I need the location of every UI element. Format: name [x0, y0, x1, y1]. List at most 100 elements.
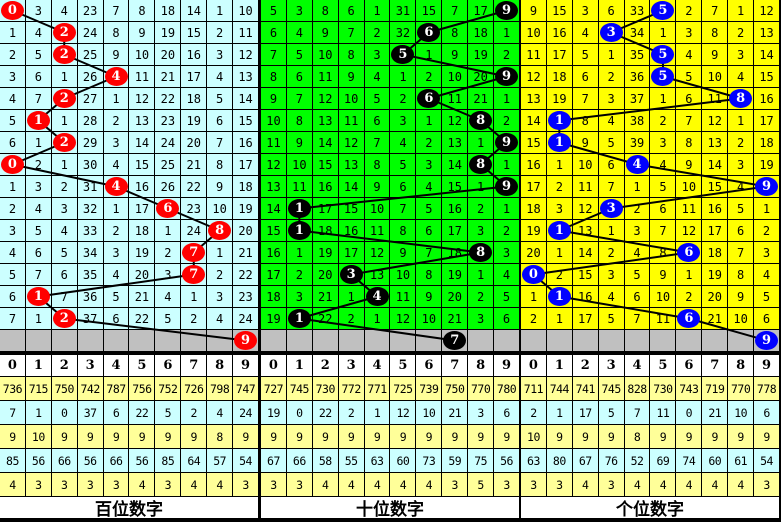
forecast-cell	[25, 330, 51, 351]
miss-cell: 14	[702, 154, 728, 175]
miss-cell: 3	[546, 198, 572, 219]
miss-cell: 15	[702, 176, 728, 197]
miss-cell: 22	[312, 308, 338, 329]
stat-cell: 3	[546, 473, 572, 496]
miss-cell: 6	[390, 176, 416, 197]
stat-cell: 6	[754, 401, 779, 424]
miss-cell: 1	[25, 132, 51, 153]
miss-cell: 14	[261, 198, 286, 219]
miss-cell: 2	[390, 88, 416, 109]
miss-cell: 4	[0, 88, 25, 109]
miss-grid: 9 15 3 6 33 2 7 1 12 10 16 4 34 1 3 8 2 13 11 17 5 1 35 4 9 3 14 12…	[521, 0, 779, 351]
miss-cell: 4	[676, 44, 702, 65]
miss-cell: 8	[312, 0, 338, 21]
miss-cell: 9	[286, 132, 312, 153]
stat-cell: 69	[650, 449, 676, 472]
miss-cell: 7	[650, 220, 676, 241]
miss-cell: 7	[728, 242, 754, 263]
miss-cell: 7	[442, 0, 468, 21]
stat-cell: 9	[650, 425, 676, 448]
miss-cell: 2	[416, 66, 442, 87]
stat-cell: 21	[442, 401, 468, 424]
miss-cell: 4	[598, 110, 624, 131]
hit-cell	[416, 22, 442, 43]
miss-cell: 3	[676, 22, 702, 43]
miss-grid: 3 4 23 7 8 18 14 1 10 1 4 24 8 9 19 15 2 11 2 5 25 9 10 20 16 3 12…	[0, 0, 258, 351]
stat-cell: 66	[103, 449, 129, 472]
hit-cell	[728, 88, 754, 109]
digit-header: 0	[0, 355, 25, 376]
forecast-cell	[129, 330, 155, 351]
stat-cell: 9	[754, 425, 779, 448]
hit-cell	[650, 44, 676, 65]
miss-cell: 11	[390, 286, 416, 307]
miss-cell: 5	[25, 44, 51, 65]
hit-cell	[390, 44, 416, 65]
forecast-cell	[494, 330, 519, 351]
miss-cell: 5	[364, 88, 390, 109]
miss-cell: 3	[728, 154, 754, 175]
forecast-cell	[702, 330, 728, 351]
digit-header: 7	[442, 355, 468, 376]
miss-cell: 5	[754, 286, 779, 307]
miss-cell: 14	[442, 154, 468, 175]
miss-cell: 8	[286, 110, 312, 131]
miss-cell: 4	[754, 264, 779, 285]
miss-cell: 7	[390, 198, 416, 219]
hit-cell	[494, 66, 519, 87]
forecast-cell	[233, 330, 258, 351]
forecast-cell	[207, 330, 233, 351]
hit-cell	[494, 0, 519, 21]
miss-cell: 6	[0, 286, 25, 307]
miss-cell: 7	[416, 242, 442, 263]
stat-cell: 10	[728, 401, 754, 424]
stat-cell: 9	[233, 425, 258, 448]
stat-cell: 61	[728, 449, 754, 472]
miss-cell: 15	[233, 110, 258, 131]
stat-cell: 730	[650, 377, 676, 400]
miss-cell: 35	[624, 44, 650, 65]
miss-cell: 7	[51, 286, 77, 307]
miss-cell: 1	[364, 308, 390, 329]
miss-cell: 20	[521, 242, 546, 263]
miss-cell: 18	[233, 176, 258, 197]
miss-cell: 19	[181, 110, 207, 131]
stat-cell: 12	[390, 401, 416, 424]
miss-cell: 15	[572, 264, 598, 285]
digit-header: 2	[312, 355, 338, 376]
miss-cell: 24	[233, 308, 258, 329]
miss-cell: 10	[312, 44, 338, 65]
stat-cell: 770	[468, 377, 494, 400]
miss-cell: 6	[598, 154, 624, 175]
miss-cell: 11	[442, 88, 468, 109]
miss-cell: 5	[598, 132, 624, 153]
miss-cell: 8	[207, 154, 233, 175]
miss-cell: 2	[416, 132, 442, 153]
miss-cell: 15	[261, 220, 286, 241]
stat-cell: 3	[77, 473, 103, 496]
stat-cell: 7	[0, 401, 25, 424]
stat-cell: 54	[233, 449, 258, 472]
stat-cell: 828	[624, 377, 650, 400]
miss-cell: 12	[702, 110, 728, 131]
stat-cell: 1	[25, 401, 51, 424]
digit-header: 8	[728, 355, 754, 376]
stat-cell: 745	[598, 377, 624, 400]
miss-cell: 1	[650, 88, 676, 109]
miss-cell: 12	[442, 110, 468, 131]
miss-cell: 22	[181, 176, 207, 197]
miss-cell: 17	[261, 264, 286, 285]
miss-cell: 5	[676, 66, 702, 87]
stat-cell: 5	[598, 401, 624, 424]
digit-header: 7	[181, 355, 207, 376]
miss-cell: 6	[676, 88, 702, 109]
miss-cell: 1	[51, 110, 77, 131]
digit-header: 3	[77, 355, 103, 376]
miss-cell: 6	[51, 264, 77, 285]
miss-cell: 5	[261, 0, 286, 21]
miss-cell: 5	[51, 242, 77, 263]
stat-cell: 67	[572, 449, 598, 472]
miss-cell: 2	[286, 264, 312, 285]
